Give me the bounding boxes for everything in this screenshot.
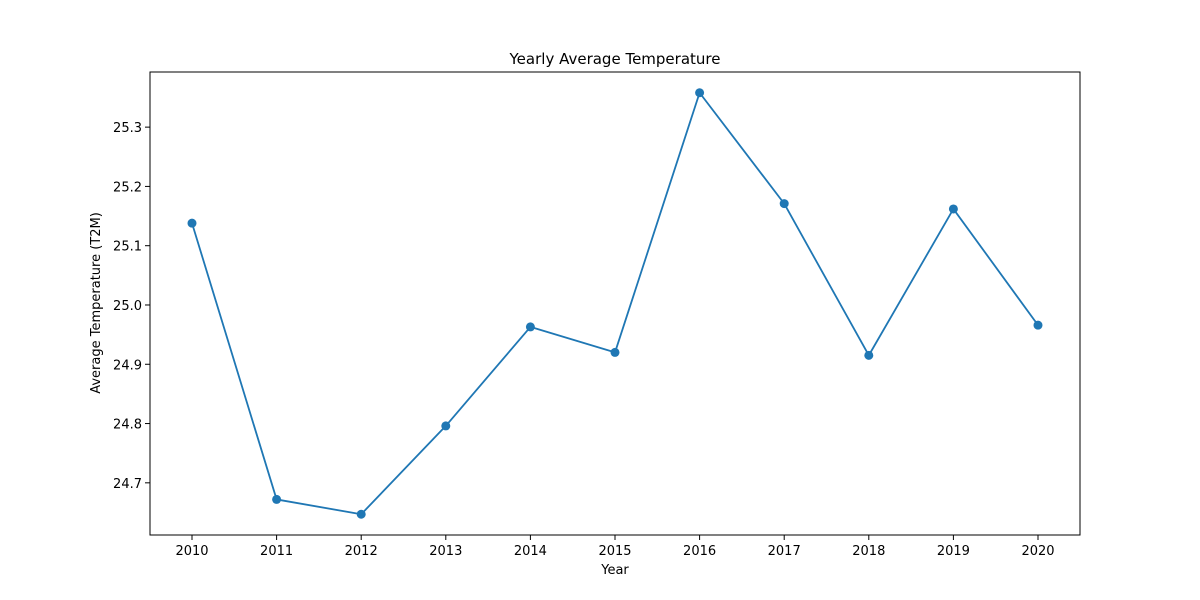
y-tick-label: 25.3 xyxy=(113,121,142,136)
data-point-2016 xyxy=(695,88,705,98)
y-tick-label: 25.0 xyxy=(113,299,142,314)
x-tick-label: 2018 xyxy=(852,544,885,559)
series-group xyxy=(187,88,1043,519)
y-axis: 24.7 24.8 24.9 25.0 25.1 25.2 25.3 xyxy=(113,121,150,492)
data-point-2018 xyxy=(864,350,874,360)
data-point-2020 xyxy=(1033,320,1043,330)
x-tick-label: 2020 xyxy=(1021,544,1054,559)
x-tick-label: 2015 xyxy=(598,544,631,559)
x-tick-label: 2011 xyxy=(260,544,293,559)
x-axis-label: Year xyxy=(600,563,629,578)
x-tick-label: 2010 xyxy=(175,544,208,559)
y-tick-label: 25.2 xyxy=(113,180,142,195)
data-point-2011 xyxy=(272,494,282,504)
data-point-2013 xyxy=(441,421,451,431)
x-tick-label: 2012 xyxy=(345,544,378,559)
y-tick-label: 24.8 xyxy=(113,418,142,433)
y-axis-label: Average Temperature (T2M) xyxy=(89,212,104,394)
data-point-2017 xyxy=(779,199,789,209)
data-point-2019 xyxy=(948,204,958,214)
data-point-2010 xyxy=(187,218,197,228)
x-tick-label: 2019 xyxy=(937,544,970,559)
data-point-2015 xyxy=(610,347,620,357)
y-tick-label: 24.9 xyxy=(113,358,142,373)
x-tick-label: 2014 xyxy=(514,544,547,559)
x-tick-label: 2016 xyxy=(683,544,716,559)
x-tick-label: 2013 xyxy=(429,544,462,559)
data-point-2012 xyxy=(356,509,366,519)
x-tick-label: 2017 xyxy=(768,544,801,559)
y-tick-label: 25.1 xyxy=(113,240,142,255)
y-tick-label: 24.7 xyxy=(113,477,142,492)
data-point-2014 xyxy=(525,322,535,332)
chart-title: Yearly Average Temperature xyxy=(509,50,721,68)
x-axis: 2010 2011 2012 2013 2014 2015 2016 2017 2018 2019… xyxy=(175,535,1055,559)
